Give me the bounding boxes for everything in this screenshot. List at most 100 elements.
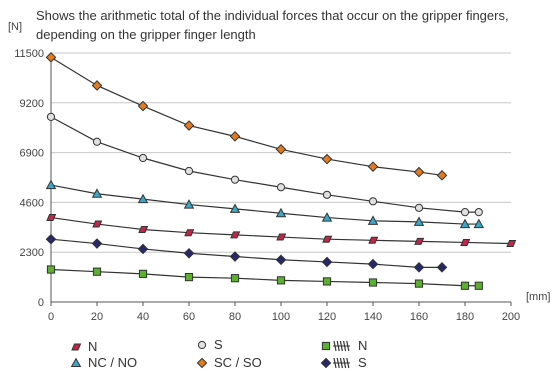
legend-item-spring-n: N	[318, 338, 367, 353]
data-point	[460, 238, 471, 246]
series-line	[50, 56, 443, 176]
legend-item-spring-s: S	[318, 355, 367, 370]
data-point	[321, 256, 333, 268]
data-point	[91, 80, 103, 91]
data-point	[506, 240, 517, 248]
data-point	[413, 262, 425, 273]
legend-marker-icon	[196, 357, 208, 368]
x-tick-label: 100	[272, 311, 290, 323]
series-line	[50, 116, 479, 213]
spring-icon	[333, 357, 350, 368]
data-point	[138, 269, 148, 278]
data-point	[92, 137, 102, 146]
x-tick-label: 40	[137, 311, 149, 323]
data-point	[230, 175, 240, 184]
data-point	[474, 208, 483, 217]
legend-label: N	[358, 338, 368, 353]
x-tick-label: 20	[91, 311, 103, 323]
legend-label: S	[358, 355, 367, 370]
data-point	[414, 237, 425, 245]
y-tick-label: 4600	[20, 197, 44, 209]
data-point	[367, 215, 379, 225]
data-point	[459, 218, 471, 229]
data-point	[183, 247, 195, 259]
data-point	[138, 153, 148, 163]
legend-item-sc-so: SC / SO	[194, 355, 262, 370]
data-point	[367, 161, 379, 172]
x-tick-label: 60	[183, 311, 195, 323]
data-point	[367, 258, 379, 270]
series-0-sc-so	[45, 52, 448, 181]
legend-label: NC / NO	[88, 355, 138, 370]
data-point	[322, 190, 332, 199]
data-point	[436, 262, 448, 273]
data-point	[184, 273, 194, 282]
data-point	[230, 231, 241, 239]
y-tick-label: 9200	[20, 98, 44, 110]
y-tick-label: 6900	[20, 148, 44, 160]
data-point	[368, 278, 378, 287]
x-tick-label: 160	[410, 311, 428, 323]
data-point	[183, 199, 195, 209]
data-point	[92, 220, 103, 228]
legend-item-n: N	[68, 339, 97, 354]
data-point	[276, 183, 286, 192]
data-point	[184, 229, 195, 237]
data-point	[91, 188, 103, 198]
data-point	[45, 179, 57, 190]
data-point	[45, 52, 57, 63]
series-2-nc-no	[45, 179, 485, 229]
series-5-n-spring	[46, 265, 483, 290]
series-line	[50, 184, 479, 225]
data-point	[436, 170, 448, 181]
legend-marker-icon	[320, 357, 332, 368]
data-point	[322, 277, 332, 286]
legend-marker-icon	[321, 341, 331, 350]
data-point	[46, 265, 56, 274]
chart-caption: Shows the arithmetic total of the indivi…	[36, 8, 509, 42]
x-tick-label: 120	[318, 311, 336, 323]
y-axis-unit: [N]	[8, 21, 23, 33]
x-tick-label: 80	[229, 311, 241, 323]
data-point	[460, 208, 470, 217]
y-tick-label: 0	[38, 297, 44, 309]
data-point	[138, 225, 149, 233]
data-point	[46, 112, 56, 121]
series-line	[50, 268, 479, 287]
series-line	[50, 238, 442, 268]
data-point	[275, 144, 287, 155]
data-point	[137, 193, 149, 204]
data-point	[276, 233, 287, 241]
data-point	[230, 274, 240, 283]
data-point	[92, 267, 102, 276]
data-point	[275, 254, 287, 266]
data-point	[275, 207, 287, 218]
data-point	[229, 251, 241, 262]
data-point	[460, 281, 470, 290]
x-axis-unit: [mm]	[526, 291, 551, 303]
data-point	[368, 236, 379, 244]
x-tick-label: 180	[456, 311, 474, 323]
x-tick-label: 0	[48, 311, 54, 323]
legend-item-s: S	[194, 337, 223, 352]
data-point	[322, 235, 333, 243]
data-point	[474, 281, 483, 290]
data-point	[45, 233, 57, 245]
x-tick-label: 140	[364, 311, 382, 323]
spring-icon	[333, 340, 350, 351]
data-point	[321, 153, 333, 165]
data-point	[413, 166, 425, 178]
data-point	[368, 197, 378, 206]
data-point	[229, 203, 241, 213]
legend-label: N	[88, 339, 98, 354]
data-point	[91, 238, 103, 249]
legend-marker-icon	[197, 340, 207, 349]
x-tick-label: 200	[502, 311, 520, 323]
data-point	[414, 279, 424, 288]
legend-item-nc-no: NC / NO	[68, 355, 137, 370]
data-point	[473, 218, 485, 229]
y-tick-label: 11500	[14, 48, 44, 60]
data-point	[276, 276, 286, 285]
series-4-s-spring	[45, 233, 448, 273]
